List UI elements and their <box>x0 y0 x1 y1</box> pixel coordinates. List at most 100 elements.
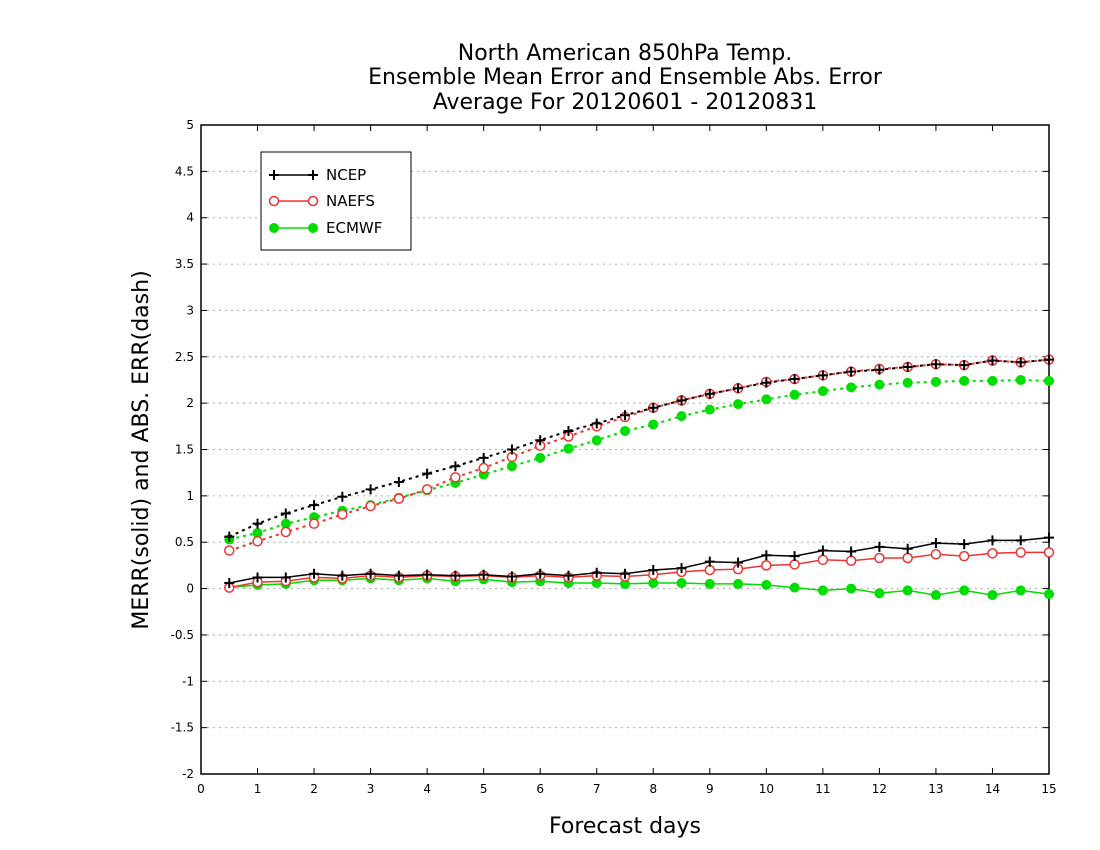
data-point <box>478 462 489 474</box>
data-point <box>648 402 659 413</box>
data-point <box>930 376 941 387</box>
x-tick-label: 15 <box>1041 782 1056 796</box>
data-point <box>733 399 744 410</box>
data-point <box>987 355 998 366</box>
chart-title: North American 850hPa Temp. Ensemble Mea… <box>368 41 883 115</box>
series-line-abs-err <box>228 358 1050 552</box>
data-point <box>563 570 574 581</box>
data-point <box>958 550 970 562</box>
data-point <box>676 563 687 574</box>
data-point <box>450 461 461 472</box>
legend-label-naefs: NAEFS <box>326 192 375 210</box>
data-point <box>308 518 320 529</box>
legend-samples <box>268 170 319 233</box>
data-point <box>902 585 913 596</box>
y-tick-label: 4 <box>186 211 194 225</box>
data-point <box>535 452 546 463</box>
data-point <box>1015 585 1026 596</box>
data-point <box>337 509 348 520</box>
data-point <box>817 585 828 596</box>
x-tick-label: 9 <box>706 782 714 796</box>
series-ncep <box>224 354 1054 589</box>
series-line-merr <box>229 551 1049 589</box>
series-line-abs-err <box>229 378 1050 541</box>
x-tick-label: 5 <box>480 782 488 796</box>
data-point <box>930 590 941 601</box>
y-tick-label: 3.5 <box>175 257 194 271</box>
y-tick-label: 2 <box>186 396 194 410</box>
data-point <box>224 545 235 556</box>
data-point <box>393 570 404 581</box>
data-point <box>874 541 885 552</box>
data-point <box>309 500 320 511</box>
y-axis-label: MERR(solid) and ABS. ERR(dash) <box>129 270 154 629</box>
data-point <box>268 195 280 207</box>
data-point <box>337 570 348 581</box>
data-point <box>959 360 970 371</box>
data-point <box>308 223 318 233</box>
x-tick-label: 0 <box>197 782 205 796</box>
x-tick-label: 2 <box>310 782 318 796</box>
x-axis-label: Forecast days <box>549 814 701 839</box>
data-point <box>704 388 715 399</box>
data-point <box>930 538 941 549</box>
data-point <box>421 484 433 495</box>
data-point <box>902 377 913 388</box>
data-point <box>224 531 235 542</box>
data-point <box>676 578 687 589</box>
data-point <box>1015 374 1026 385</box>
x-tick-label: 4 <box>423 782 431 796</box>
data-point <box>563 425 574 436</box>
data-point <box>874 364 885 375</box>
data-point <box>761 377 772 388</box>
data-point <box>874 552 885 564</box>
data-point <box>959 375 970 386</box>
data-point <box>422 569 433 580</box>
data-point <box>874 379 885 390</box>
data-point <box>393 493 405 504</box>
data-point <box>846 583 857 594</box>
data-point <box>817 386 828 397</box>
data-point <box>930 549 942 560</box>
x-tick-label: 12 <box>872 782 887 796</box>
data-point <box>817 545 828 556</box>
data-point <box>269 223 279 233</box>
legend-label-ecmwf: ECMWF <box>326 219 382 237</box>
y-tick-label: 4.5 <box>175 164 194 178</box>
data-point <box>620 425 630 436</box>
data-point <box>620 568 630 579</box>
data-point <box>846 382 857 393</box>
data-point <box>733 578 744 589</box>
data-point <box>733 383 744 394</box>
data-point <box>959 585 970 596</box>
data-point <box>269 170 279 180</box>
data-point <box>845 555 857 567</box>
y-tick-label: -1.5 <box>171 721 194 735</box>
data-point <box>280 526 292 538</box>
data-point <box>846 366 857 377</box>
data-point <box>648 565 659 576</box>
data-point <box>761 579 772 590</box>
data-point <box>365 484 376 495</box>
data-point <box>704 564 716 576</box>
data-point <box>563 443 574 454</box>
axis-ticks: 54.543.532.521.510.50-0.5-1-1.5-20 1 2 3 4 5 6… <box>171 118 1057 796</box>
data-point <box>280 572 291 583</box>
series-layer <box>224 354 1055 601</box>
y-tick-label: 0.5 <box>175 535 194 549</box>
x-tick-label: 1 <box>254 782 262 796</box>
y-tick-label: 0 <box>186 582 194 596</box>
y-tick-label: -0.5 <box>171 628 194 642</box>
data-point <box>337 491 348 502</box>
data-point <box>987 375 998 386</box>
data-point <box>591 418 602 429</box>
data-point <box>902 361 913 372</box>
data-point <box>307 195 319 207</box>
data-point <box>874 588 885 599</box>
data-point <box>648 419 659 430</box>
x-tick-label: 8 <box>649 782 657 796</box>
data-point <box>478 569 489 580</box>
data-point <box>450 570 461 581</box>
data-point <box>987 535 998 546</box>
